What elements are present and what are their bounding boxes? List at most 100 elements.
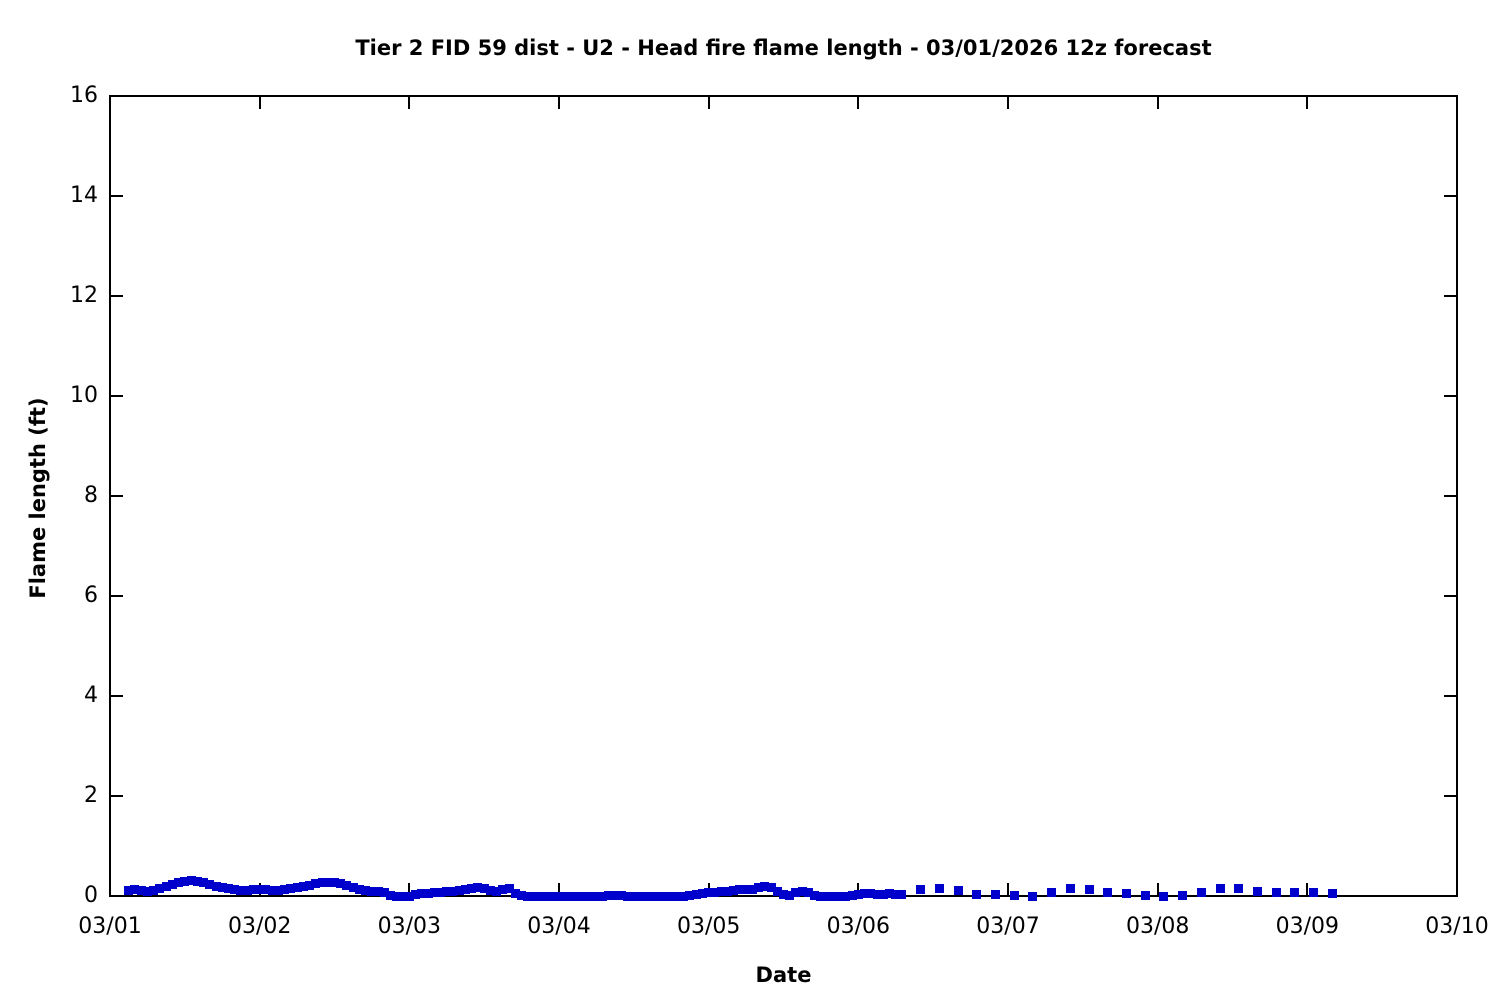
y-tick-label: 0 [84,883,98,908]
data-marker [161,881,171,891]
y-tick-label: 6 [84,583,98,608]
data-marker [442,887,452,896]
data-marker [722,886,732,896]
data-marker [167,879,177,889]
data-marker [691,889,701,899]
y-tick-label: 8 [84,483,98,508]
data-marker [217,883,227,892]
data-marker [623,891,633,901]
data-marker [305,880,315,890]
data-marker [1215,884,1225,893]
y-tick-right [1444,195,1457,197]
y-tick-left [110,195,123,197]
data-marker [629,891,639,901]
y-tick-label: 12 [70,283,98,308]
data-marker [972,889,982,899]
data-marker [648,891,658,901]
y-tick-left [110,695,123,697]
data-marker [223,884,233,893]
data-marker [436,887,445,897]
data-marker [492,886,502,896]
y-tick-left [110,795,123,797]
data-marker [186,876,196,885]
data-marker [130,885,140,894]
data-marker [354,884,364,894]
data-marker [741,885,751,894]
x-tick-top [258,96,261,109]
data-marker [460,884,470,894]
data-marker [735,885,745,894]
x-tick-label: 03/10 [1425,914,1489,939]
data-marker [417,889,427,898]
data-marker [280,885,290,894]
x-tick-bottom [1156,883,1159,896]
data-marker [149,886,159,895]
data-marker [1084,885,1094,894]
data-marker [747,884,757,894]
x-tick-top [857,96,860,109]
data-marker [1309,888,1319,897]
data-marker [934,883,944,893]
data-marker [754,883,764,892]
data-marker [885,889,894,898]
data-marker [1252,886,1262,896]
data-marker [1290,887,1300,897]
data-marker [498,885,508,894]
data-marker [535,891,545,901]
data-marker [174,877,184,887]
x-tick-label: 03/08 [1125,914,1190,939]
data-marker [679,891,689,901]
data-marker [660,891,670,901]
data-marker [255,885,265,894]
data-marker [523,891,533,901]
data-marker [616,891,626,900]
data-marker [716,887,726,896]
data-marker [1271,888,1281,897]
y-tick-left [110,595,123,597]
data-marker [292,883,302,892]
data-marker [803,887,813,897]
data-marker [330,877,339,887]
y-tick-right [1444,595,1457,597]
data-marker [672,891,682,901]
y-tick-right [1444,95,1457,97]
y-tick-right [1444,895,1457,897]
data-marker [454,885,464,895]
data-marker [610,891,620,900]
data-marker [841,891,851,901]
data-marker [697,888,707,898]
data-marker [298,881,308,891]
plot-area [109,95,1458,897]
data-marker [155,884,165,893]
data-marker [267,885,277,895]
data-marker [1159,891,1169,901]
data-marker [766,882,776,892]
data-marker [423,888,433,898]
data-marker [554,891,564,901]
x-tick-bottom [558,883,560,896]
x-tick-label: 03/01 [78,914,142,939]
data-marker [573,891,583,901]
data-marker [591,891,601,901]
data-marker [822,891,832,901]
y-tick-right [1444,495,1457,497]
y-tick-label: 16 [70,83,98,108]
x-tick-bottom [1306,883,1309,896]
data-marker [180,876,190,886]
x-tick-bottom [1456,883,1458,896]
data-marker [199,878,209,887]
x-tick-label: 03/09 [1275,914,1340,939]
data-marker [211,881,221,891]
data-marker [847,890,857,900]
data-marker [1327,888,1337,898]
data-marker [991,889,1001,899]
data-marker [392,891,402,901]
data-marker [704,887,714,897]
data-marker [136,885,146,895]
x-tick-label: 03/04 [527,914,591,939]
y-axis-title: Flame length (ft) [26,397,50,599]
data-marker [579,891,589,901]
data-marker [654,891,664,901]
data-marker [566,891,576,901]
data-marker [685,890,695,900]
